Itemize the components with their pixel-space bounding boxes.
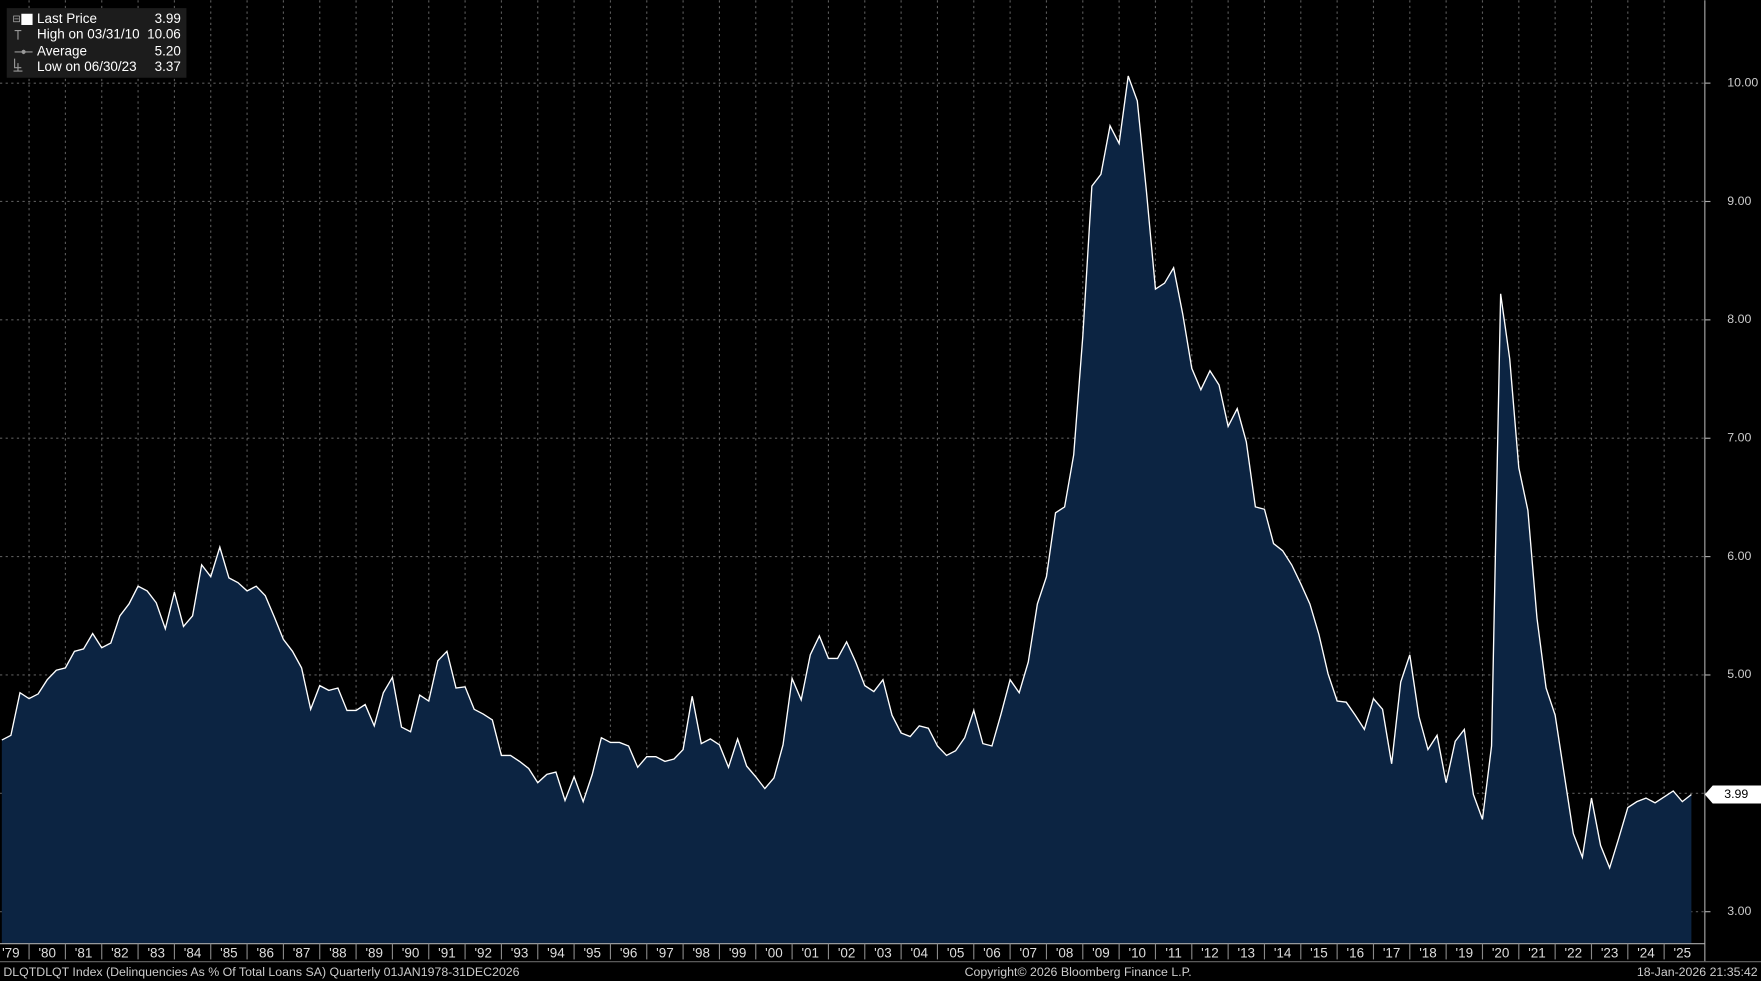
x-tick-label: '09: [1092, 945, 1110, 960]
timestamp: 18-Jan-2026 21:35:42: [1637, 965, 1758, 979]
x-tick-label: '23: [1601, 945, 1619, 960]
x-tick-label: '18: [1419, 945, 1437, 960]
y-tick-label: 9.00: [1727, 194, 1751, 208]
x-tick-label: '17: [1383, 945, 1401, 960]
legend-label: Average: [37, 43, 87, 58]
x-tick-label: '03: [874, 945, 892, 960]
axes: 3.004.005.006.007.008.009.0010.00'79'80'…: [2, 75, 1761, 960]
copyright: Copyright© 2026 Bloomberg Finance L.P.: [965, 965, 1192, 979]
x-tick-label: '89: [365, 945, 383, 960]
line: [1, 75, 1692, 870]
y-tick-label: 7.00: [1727, 430, 1751, 444]
x-tick-label: '10: [1129, 945, 1147, 960]
x-tick-label: '94: [547, 945, 565, 960]
x-tick-label: '08: [1056, 945, 1074, 960]
legend-value: 5.20: [155, 43, 181, 58]
x-tick-label: '85: [220, 945, 238, 960]
x-tick-label: '97: [656, 945, 674, 960]
x-tick-label: '79: [2, 945, 20, 960]
x-tick-label: '04: [910, 945, 928, 960]
x-tick-label: '83: [147, 945, 165, 960]
legend-icon: [13, 58, 23, 72]
legend: ⊟ Last Price 3.99 High on 03/31/10 10.06 Ave…: [6, 8, 187, 78]
x-tick-label: '07: [1020, 945, 1038, 960]
x-tick-label: '15: [1310, 945, 1328, 960]
x-tick-label: '02: [838, 945, 856, 960]
x-tick-label: '91: [438, 945, 456, 960]
x-tick-label: '25: [1674, 945, 1692, 960]
x-tick-label: '16: [1347, 945, 1365, 960]
last-price-tag: [1704, 785, 1761, 804]
x-tick-label: '24: [1637, 945, 1655, 960]
legend-label: High on 03/31/10: [37, 27, 140, 42]
x-tick-label: '19: [1456, 945, 1474, 960]
x-tick-label: '82: [111, 945, 129, 960]
x-tick-label: '13: [1238, 945, 1256, 960]
legend-value: 3.99: [155, 11, 181, 26]
legend-box: [6, 8, 187, 78]
x-tick-label: '06: [983, 945, 1001, 960]
y-tick-label: 5.00: [1727, 667, 1751, 681]
x-tick-label: '84: [184, 945, 202, 960]
x-tick-label: '12: [1201, 945, 1219, 960]
x-tick-label: '11: [1165, 945, 1182, 960]
y-tick-label: 6.00: [1727, 549, 1751, 563]
x-tick-label: '00: [765, 945, 783, 960]
x-tick-label: '96: [620, 945, 638, 960]
legend-toggle[interactable]: ⊟: [12, 14, 20, 25]
x-tick-label: '95: [583, 945, 601, 960]
x-tick-label: '21: [1528, 945, 1546, 960]
x-tick-label: '93: [511, 945, 529, 960]
x-tick-label: '99: [729, 945, 747, 960]
x-tick-label: '80: [38, 945, 56, 960]
x-tick-label: '90: [402, 945, 420, 960]
source: DLQTDLQT Index (Delinquencies As % Of To…: [3, 965, 519, 979]
x-tick-label: '14: [1274, 945, 1292, 960]
y-tick-label: 3.00: [1727, 904, 1751, 918]
legend-swatch: [21, 13, 33, 25]
area: [1, 76, 1692, 944]
x-tick-label: '86: [256, 945, 274, 960]
x-tick-label: '05: [947, 945, 965, 960]
legend-icon: [21, 49, 26, 54]
plot: [1, 75, 1692, 944]
legend-label: Last Price: [37, 11, 97, 26]
x-tick-label: '92: [474, 945, 492, 960]
x-tick-label: '01: [801, 945, 819, 960]
x-tick-label: '88: [329, 945, 347, 960]
x-tick-label: '20: [1492, 945, 1510, 960]
last-price-label: 3.99: [1724, 787, 1748, 801]
legend-value: 10.06: [147, 27, 181, 42]
y-tick-label: 10.00: [1727, 75, 1758, 89]
x-tick-label: '81: [75, 945, 93, 960]
x-tick-label: '22: [1565, 945, 1583, 960]
legend-label: Low on 06/30/23: [37, 59, 137, 74]
x-tick-label: '98: [692, 945, 710, 960]
legend-value: 3.37: [155, 59, 181, 74]
y-tick-label: 8.00: [1727, 312, 1751, 326]
x-tick-label: '87: [293, 945, 311, 960]
legend-icon: [14, 30, 22, 40]
